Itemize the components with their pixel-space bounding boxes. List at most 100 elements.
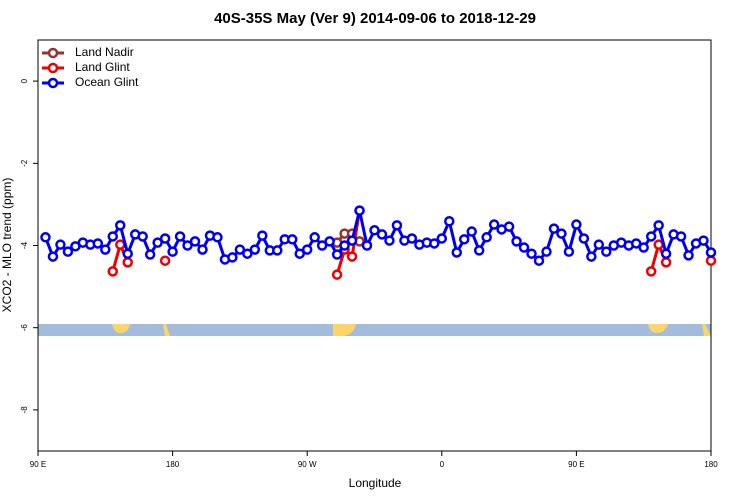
data-point (331, 269, 343, 280)
data-point (548, 223, 560, 234)
x-tick-label: 90 E (568, 460, 584, 469)
data-point (511, 236, 522, 247)
data-point (533, 255, 545, 266)
data-point (115, 220, 126, 231)
data-point (354, 205, 365, 216)
data-point (518, 242, 530, 253)
data-point (212, 232, 223, 243)
data-point (556, 228, 567, 239)
data-point (384, 235, 395, 246)
y-tick-label: -2 (20, 159, 29, 167)
data-point (301, 244, 313, 255)
legend-marker (47, 77, 59, 89)
data-point (458, 234, 470, 245)
data-point (645, 231, 657, 242)
data-point (242, 248, 253, 259)
data-point (653, 220, 664, 231)
data-point (601, 246, 612, 257)
data-point (62, 246, 74, 257)
data-point (503, 221, 515, 232)
data-point (144, 249, 156, 260)
data-point (122, 257, 133, 268)
data-point (167, 246, 178, 257)
data-point (429, 238, 440, 249)
y-tick-label: 0 (20, 78, 29, 83)
data-point (249, 244, 261, 255)
data-point (122, 248, 133, 259)
data-point (660, 248, 672, 259)
data-point (189, 236, 201, 247)
data-point (563, 246, 575, 257)
data-point (40, 232, 51, 243)
data-point (436, 233, 448, 244)
data-point (586, 251, 597, 262)
legend-marker (47, 62, 59, 74)
data-point (488, 219, 500, 230)
data-point (406, 233, 418, 244)
x-tick-label: 90 W (298, 460, 317, 469)
data-point (47, 251, 59, 262)
data-point (444, 216, 455, 227)
y-tick-label: -8 (20, 406, 29, 414)
data-point (369, 225, 380, 236)
data-point (361, 240, 373, 251)
data-point (257, 230, 268, 241)
x-axis-label: Longitude (349, 476, 402, 490)
data-point (571, 219, 582, 230)
data-point (698, 235, 709, 246)
data-point (466, 226, 477, 237)
data-point (683, 250, 694, 261)
legend-label: Ocean Glint (75, 75, 139, 89)
data-point (309, 232, 320, 243)
data-point (324, 236, 335, 247)
data-point (152, 237, 163, 248)
data-point (197, 244, 208, 255)
y-tick-label: -4 (20, 241, 29, 249)
data-point (234, 244, 246, 255)
data-point (705, 255, 717, 266)
data-point (653, 239, 664, 250)
x-tick-label: 0 (440, 460, 445, 469)
legend-marker (47, 47, 59, 59)
data-point (339, 240, 350, 251)
data-point (100, 244, 111, 255)
data-point (272, 245, 283, 256)
data-point (286, 234, 298, 245)
data-point (451, 247, 463, 258)
data-point (593, 239, 605, 250)
data-point (638, 242, 649, 253)
data-point (645, 266, 657, 277)
x-tick-label: 180 (704, 460, 718, 469)
y-tick-label: -6 (20, 324, 29, 332)
data-point (92, 238, 104, 249)
y-axis-label: XCO2 - MLO trend (ppm) (0, 178, 14, 313)
data-point (227, 252, 238, 263)
data-point (159, 233, 171, 244)
land-strip (38, 324, 711, 336)
data-point (675, 231, 687, 242)
x-tick-label: 90 E (30, 460, 46, 469)
data-point (137, 231, 148, 242)
data-point (294, 248, 305, 259)
data-point (107, 231, 119, 242)
data-point (316, 240, 328, 251)
data-point (346, 235, 358, 246)
data-point (630, 238, 642, 249)
legend-label: Land Glint (75, 60, 130, 74)
data-point (182, 240, 193, 251)
data-point (473, 245, 485, 256)
data-point (346, 251, 358, 262)
data-point (391, 220, 403, 231)
legend-label: Land Nadir (75, 45, 134, 59)
data-point (705, 247, 717, 258)
data-point (660, 257, 672, 268)
data-point (115, 239, 126, 250)
data-point (159, 255, 171, 266)
data-point (376, 229, 388, 240)
data-point (481, 232, 492, 243)
data-point (331, 249, 343, 260)
data-point (55, 239, 66, 250)
data-point (526, 248, 537, 259)
data-point (174, 231, 186, 242)
